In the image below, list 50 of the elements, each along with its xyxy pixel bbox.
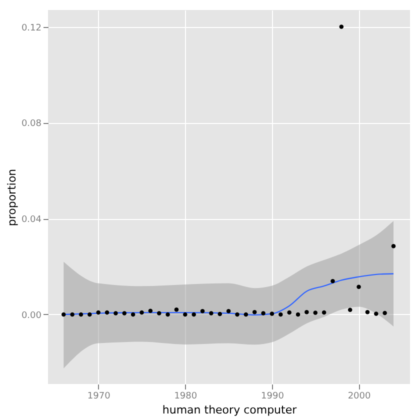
point	[374, 312, 378, 316]
point	[382, 310, 387, 316]
point	[270, 312, 274, 316]
point	[88, 312, 92, 317]
point	[278, 312, 283, 317]
point	[130, 312, 136, 317]
point	[313, 310, 318, 315]
point	[391, 244, 396, 248]
point	[356, 284, 361, 290]
point	[209, 311, 214, 316]
point	[174, 308, 179, 312]
point	[339, 24, 344, 29]
y-tick-label: 0.04	[21, 215, 42, 226]
point	[226, 309, 231, 314]
point	[183, 312, 188, 317]
point	[322, 310, 326, 315]
point	[104, 310, 110, 315]
point	[114, 311, 118, 316]
point	[192, 312, 196, 317]
point	[304, 310, 309, 314]
point	[200, 309, 205, 314]
point	[78, 312, 84, 317]
x-tick-label: 1980	[174, 392, 198, 402]
point	[287, 310, 292, 315]
y-tick-label: 0.08	[21, 119, 42, 130]
point	[166, 312, 170, 317]
point	[96, 310, 100, 315]
point	[244, 312, 248, 317]
point	[122, 311, 127, 316]
point	[148, 308, 153, 313]
line-series	[63, 273, 394, 316]
point	[365, 310, 370, 314]
point	[348, 308, 352, 312]
point	[252, 310, 257, 314]
x-tick-label: 2000	[348, 392, 372, 402]
point	[140, 310, 144, 315]
y-tick-label: 0.00	[21, 310, 42, 321]
x-tick-label: 1990	[261, 392, 284, 402]
x-axis-title: human theory computer	[162, 404, 298, 416]
x-tick-label: 1970	[87, 392, 111, 402]
point	[156, 311, 162, 316]
point	[70, 312, 74, 317]
point	[296, 312, 300, 317]
y-tick-label: 0.12	[21, 23, 42, 34]
y-axis-title: proportion	[5, 168, 18, 226]
point	[218, 312, 222, 316]
point	[235, 312, 240, 317]
point	[330, 279, 335, 284]
point	[62, 312, 66, 317]
point	[261, 311, 266, 316]
